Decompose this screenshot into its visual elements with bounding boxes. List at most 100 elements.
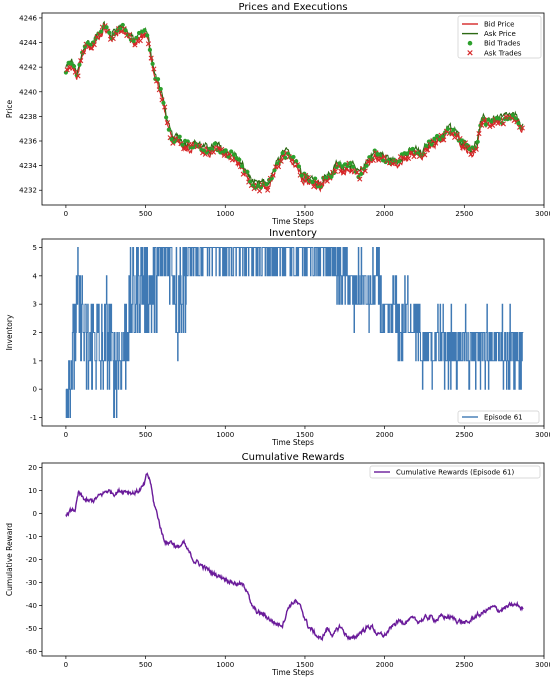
y-tick-label: -30: [26, 579, 37, 587]
ask-trade-marker: [265, 187, 271, 193]
bid-trade-marker: [90, 40, 96, 45]
legend-label: Cumulative Rewards (Episode 61): [396, 469, 514, 477]
ask-trade-marker: [449, 131, 455, 137]
bid-price-line: [65, 24, 524, 193]
y-tick-label: 4240: [19, 88, 37, 96]
x-tick-label: 2500: [455, 431, 473, 439]
axes-frame: [41, 12, 545, 206]
ask-trade-marker: [91, 42, 97, 48]
chart-title: Inventory: [269, 228, 317, 239]
x-tick-label: 0: [64, 661, 68, 669]
x-tick-label: 2000: [376, 210, 394, 218]
bid-trade-marker: [155, 77, 161, 82]
x-tick-label: 3000: [535, 661, 550, 669]
legend-box: [369, 465, 541, 479]
bid-trade-marker: [145, 33, 150, 38]
ask-trade-marker: [270, 172, 276, 178]
bid-trade-marker: [445, 126, 451, 132]
bid-trade-marker: [518, 125, 524, 131]
chart-panel-2: Inventory 0 500 1000 1500 2000 2500 3000 -1 0 1 2 3 4…: [5, 228, 550, 447]
y-axis-label: Price: [5, 99, 14, 118]
bid-trade-marker: [239, 164, 245, 169]
ask-trade-marker: [357, 176, 363, 182]
x-tick-label: 3000: [535, 431, 550, 439]
bid-trade-marker: [248, 179, 253, 184]
x-tick-label: 2500: [455, 210, 473, 218]
bid-trade-marker: [483, 122, 488, 127]
legend-swatch: [467, 50, 473, 56]
ask-trade-marker: [132, 42, 138, 48]
legend-label: Bid Trades: [484, 40, 521, 48]
ask-trade-marker: [476, 130, 482, 137]
bid-trade-marker: [99, 29, 104, 34]
ask-trade-marker: [110, 35, 116, 42]
ask-trade-marker: [370, 157, 376, 163]
bid-trade-marker: [231, 152, 236, 157]
ask-trade-marker: [275, 164, 282, 170]
ask-trade-marker: [75, 73, 81, 79]
bid-trade-marker: [348, 161, 353, 166]
ask-trade-marker: [340, 170, 347, 176]
bid-trade-marker: [134, 35, 139, 40]
bid-trade-marker: [150, 61, 155, 66]
y-tick-label: -40: [26, 602, 37, 610]
bid-trade-marker: [451, 127, 456, 133]
plot-area: [65, 472, 524, 642]
bid-trade-marker: [69, 61, 74, 66]
bid-trade-marker: [123, 28, 128, 33]
y-tick-label: 4238: [19, 113, 37, 121]
ask-trade-marker: [319, 181, 325, 187]
y-tick-label: -60: [26, 648, 37, 656]
ask-trade-marker: [479, 122, 485, 128]
y-tick-label: 4244: [19, 39, 37, 47]
legend-label: Bid Price: [484, 21, 515, 29]
bid-trade-marker: [405, 151, 410, 156]
bid-trade-marker: [410, 146, 415, 152]
x-tick-label: 1000: [216, 210, 234, 218]
x-tick-label: 2000: [376, 431, 394, 439]
ask-trade-marker: [164, 120, 171, 126]
bid-trade-marker: [223, 148, 228, 153]
bid-trade-marker: [510, 113, 516, 118]
chart-panel-1: Prices and Executions 0 500 1000 1500 2000 250…: [5, 2, 550, 226]
y-tick-label: 1: [33, 357, 37, 365]
ask-trade-marker: [338, 168, 344, 174]
ask-trade-marker: [181, 146, 187, 152]
ask-trade-marker: [64, 67, 70, 73]
bid-trade-marker: [264, 182, 269, 187]
y-tick-label: 20: [28, 464, 37, 472]
y-tick-label: -1: [30, 414, 37, 422]
x-tick-label: 500: [139, 431, 152, 439]
ask-trade-marker: [441, 137, 447, 143]
bid-trade-marker: [432, 136, 437, 141]
ask-trade-marker: [487, 123, 493, 130]
bid-trade-marker: [516, 121, 521, 126]
bid-trade-marker: [350, 164, 356, 169]
bid-trade-marker: [294, 159, 299, 164]
bid-trade-marker: [337, 161, 342, 166]
plot-area: [63, 20, 525, 194]
bid-trade-marker: [158, 86, 163, 92]
ask-trade-marker: [500, 121, 506, 127]
chart-title: Cumulative Rewards: [242, 452, 345, 463]
y-tick-label: 2: [33, 329, 37, 337]
y-tick-label: 3: [33, 301, 37, 309]
ask-trade-marker: [80, 49, 87, 55]
legend-label: Ask Trades: [484, 49, 522, 57]
ask-trade-marker: [422, 152, 428, 158]
x-axis-label: Time Steps: [271, 438, 314, 447]
ask-trade-marker: [278, 158, 284, 164]
bid-trade-marker: [71, 64, 77, 69]
plot-area: [65, 247, 524, 418]
bid-trade-marker: [329, 174, 334, 179]
x-tick-label: 500: [139, 661, 152, 669]
ask-trade-marker: [162, 104, 168, 110]
bid-trade-marker: [212, 141, 218, 146]
y-tick-label: 10: [28, 487, 37, 495]
x-tick-label: 1000: [216, 661, 234, 669]
ask-trade-marker: [468, 151, 474, 158]
y-tick-label: 4242: [19, 64, 37, 72]
legend-box: [457, 15, 542, 59]
x-tick-label: 1000: [216, 431, 234, 439]
bid-trade-marker: [82, 44, 87, 49]
